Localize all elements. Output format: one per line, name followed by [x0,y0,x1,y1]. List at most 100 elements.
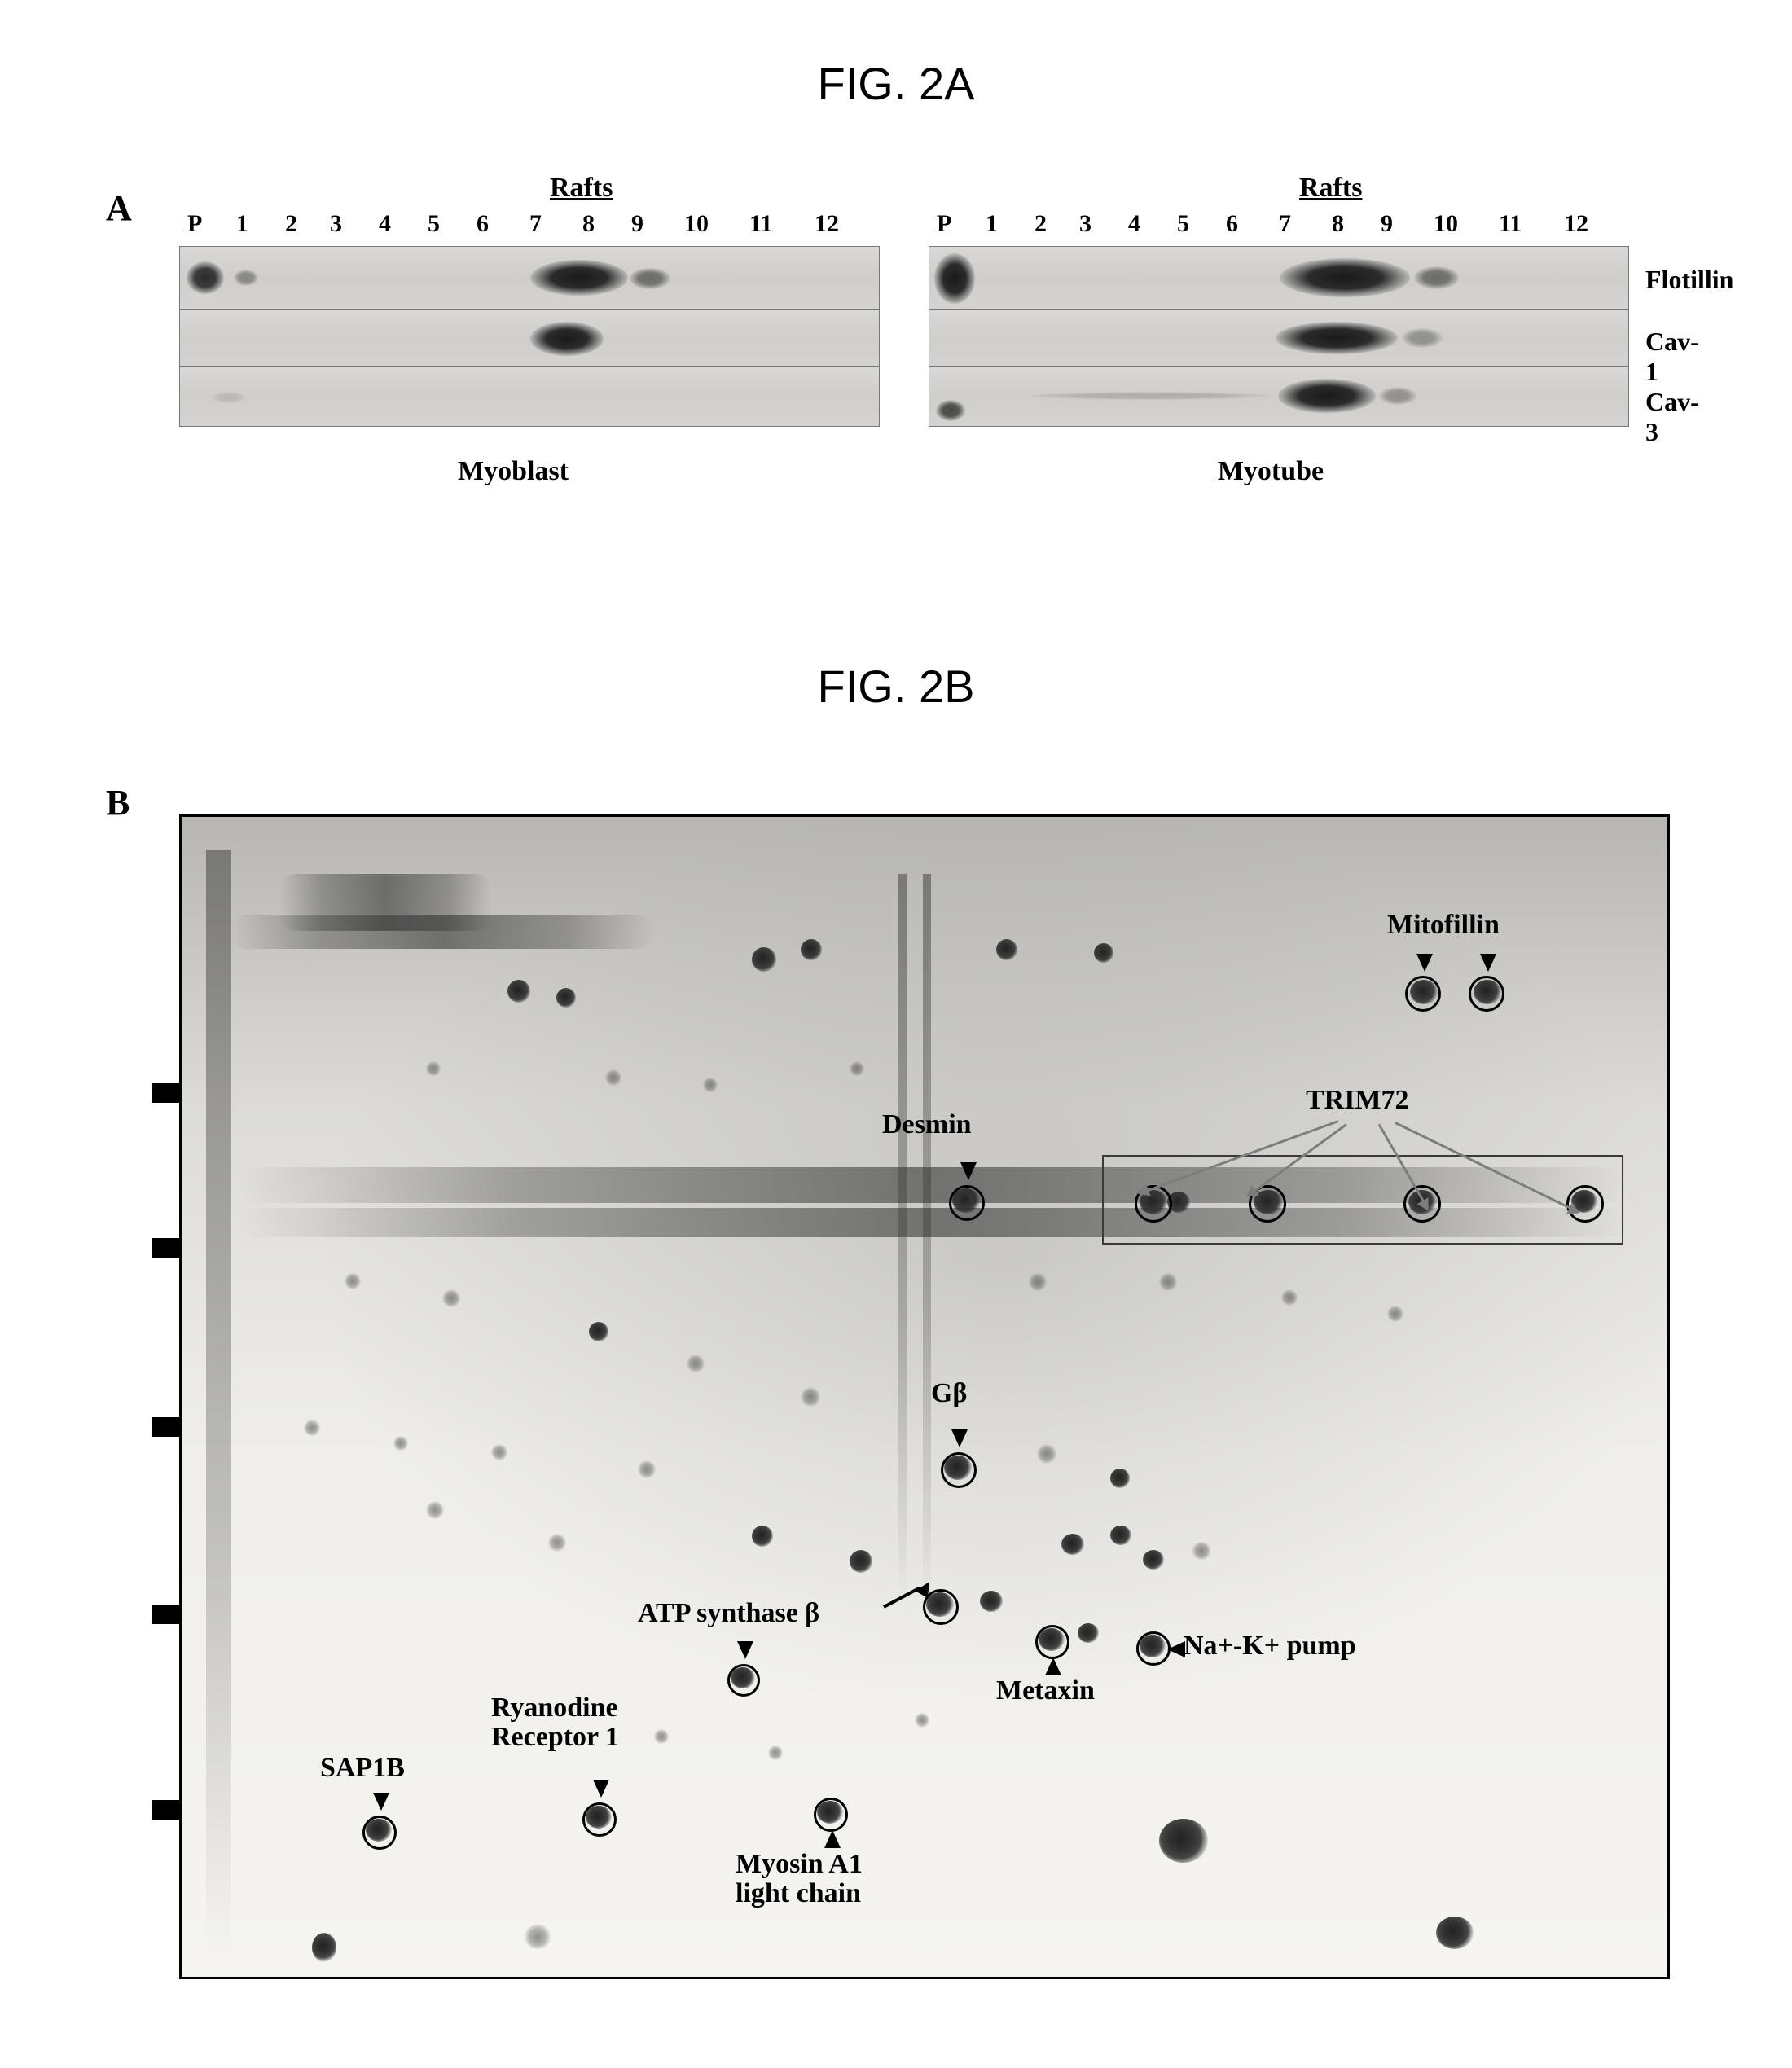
lane-labels-right: P123456789101112 [929,210,1629,243]
rafts-label-left: Rafts [550,173,613,204]
gel-spot [345,1273,361,1289]
ryr1-label: RyanodineReceptor 1 [491,1693,619,1751]
mw-tick [152,1800,179,1820]
gel-spot [898,874,907,1607]
gel-spot [980,1591,1003,1612]
metaxin-ring [1035,1625,1069,1659]
gel-spot [393,1436,408,1451]
gel-spot [491,1444,507,1460]
lane-label: 11 [1499,210,1522,238]
nak-label: Na+-K+ pump [1184,1631,1356,1661]
mw-tick [152,1238,179,1258]
gel-spot [996,939,1017,960]
mitofillin-ring [1469,976,1504,1012]
gel-spot [1387,1306,1403,1322]
gel-spot [801,939,822,960]
blot-stack-right [929,246,1629,427]
gel-spot [768,1745,783,1760]
antibody-label: Cav-1 [1645,327,1702,387]
gel-spot [1143,1550,1164,1570]
metaxin-arrow [1045,1657,1061,1675]
band [187,261,224,294]
desmin-ring [949,1185,985,1221]
fig-2a-title: FIG. 2A [0,57,1792,110]
panel-b-letter: B [106,782,130,823]
lane-label: 12 [815,210,839,238]
nak-arrow [1167,1641,1185,1657]
blot-stack-left [179,246,880,427]
band [1280,258,1410,297]
fig-2b-title: FIG. 2B [0,660,1792,713]
lane-label: 1 [986,210,998,238]
band [1278,379,1376,413]
lane-label: 12 [1564,210,1588,238]
gel-spot [1094,943,1113,963]
gel-spot [1436,1917,1474,1949]
atpsyn2-arrow [737,1641,753,1659]
band [1027,392,1272,400]
blot-row [929,246,1629,310]
gel-spot [1029,1273,1047,1291]
blot-row [179,246,880,310]
antibody-label: Flotillin [1645,265,1733,295]
gel-spot [206,850,231,1957]
gel-2d-frame: MitofillinDesminTRIM72GβATP synthase βMe… [179,814,1670,1979]
gel-spot [589,1322,608,1341]
lane-label: 6 [477,210,489,238]
gel-spot [752,947,776,972]
gel-spot [1159,1273,1177,1291]
ryr1-arrow [593,1780,609,1798]
lane-label: 7 [1279,210,1291,238]
gel-spot [304,1420,320,1436]
gel-spot [231,915,654,949]
band [934,253,975,304]
gel-spot [605,1069,621,1086]
mitofillin-ring [1405,976,1441,1012]
condition-myoblast: Myoblast [407,456,619,487]
sap1b-label: SAP1B [320,1754,405,1783]
lane-label: 1 [236,210,248,238]
lane-label: 9 [631,210,643,238]
band [936,400,965,421]
panel-a-letter: A [106,187,132,229]
myosin-ring [814,1798,848,1832]
mw-tick [152,1083,179,1103]
trim72-label: TRIM72 [1306,1086,1409,1115]
band [1276,322,1398,354]
antibody-label: Cav-3 [1645,387,1702,447]
lane-label: 3 [1079,210,1091,238]
lane-label: 2 [1034,210,1047,238]
gel-spot [1192,1542,1211,1560]
panel-b: B MitofillinDesminTRIM72GβATP synthase β… [106,782,1702,2004]
mitofillin-arrow [1416,954,1433,972]
metaxin-label: Metaxin [996,1676,1095,1706]
band [1414,266,1459,289]
gel-spot [426,1501,444,1519]
mw-tick [152,1605,179,1624]
gel-spot [442,1289,460,1307]
lane-label: 8 [582,210,595,238]
nak-ring [1136,1631,1171,1666]
lane-label: 2 [285,210,297,238]
band [1379,387,1416,405]
atpsyn-label: ATP synthase β [638,1599,819,1628]
gel-spot [687,1355,705,1372]
gbeta-label: Gβ [931,1379,967,1408]
rafts-label-right: Rafts [1299,173,1362,204]
gel-spot [638,1460,656,1478]
gel-spot [850,1550,872,1573]
mw-tick [152,1417,179,1437]
lane-label: 10 [684,210,709,238]
lane-label: 8 [1332,210,1344,238]
lane-label: P [187,210,202,238]
gel-spot [524,1925,551,1949]
gel-spot [1159,1819,1208,1863]
lane-labels-left: P123456789101112 [179,210,880,243]
blot-row [929,367,1629,427]
sap1b-ring [362,1816,397,1850]
gel-spot [923,874,931,1607]
lane-label: 6 [1226,210,1238,238]
gel-spot [1281,1289,1298,1306]
band [234,270,258,286]
gel-spot [915,1713,929,1728]
